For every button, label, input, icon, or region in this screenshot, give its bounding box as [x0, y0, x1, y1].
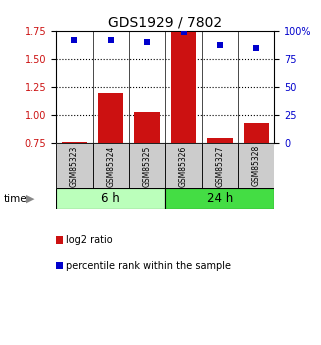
Text: GSM85327: GSM85327: [215, 145, 224, 187]
Title: GDS1929 / 7802: GDS1929 / 7802: [108, 16, 222, 30]
Bar: [165, 144, 202, 188]
Bar: [92, 144, 129, 188]
Text: GSM85323: GSM85323: [70, 145, 79, 187]
Text: percentile rank within the sample: percentile rank within the sample: [66, 261, 231, 270]
Bar: [202, 144, 238, 188]
Text: 6 h: 6 h: [101, 192, 120, 205]
Bar: [98, 93, 124, 144]
Point: [72, 37, 77, 43]
Bar: [171, 32, 196, 144]
Text: GSM85328: GSM85328: [252, 145, 261, 186]
Text: time: time: [3, 194, 27, 204]
Bar: [165, 188, 274, 209]
Bar: [56, 188, 165, 209]
Point: [254, 45, 259, 51]
Text: GSM85325: GSM85325: [143, 145, 152, 187]
Point: [217, 42, 222, 47]
Point: [108, 37, 113, 43]
Bar: [62, 142, 87, 144]
Bar: [56, 144, 92, 188]
Point: [181, 29, 186, 35]
Text: GSM85324: GSM85324: [106, 145, 115, 187]
Text: ▶: ▶: [26, 194, 35, 204]
Bar: [244, 122, 269, 144]
Bar: [129, 144, 165, 188]
Point: [144, 40, 150, 45]
Bar: [134, 112, 160, 144]
Bar: [238, 144, 274, 188]
Text: GSM85326: GSM85326: [179, 145, 188, 187]
Text: log2 ratio: log2 ratio: [66, 235, 113, 245]
Bar: [207, 138, 233, 144]
Text: 24 h: 24 h: [207, 192, 233, 205]
